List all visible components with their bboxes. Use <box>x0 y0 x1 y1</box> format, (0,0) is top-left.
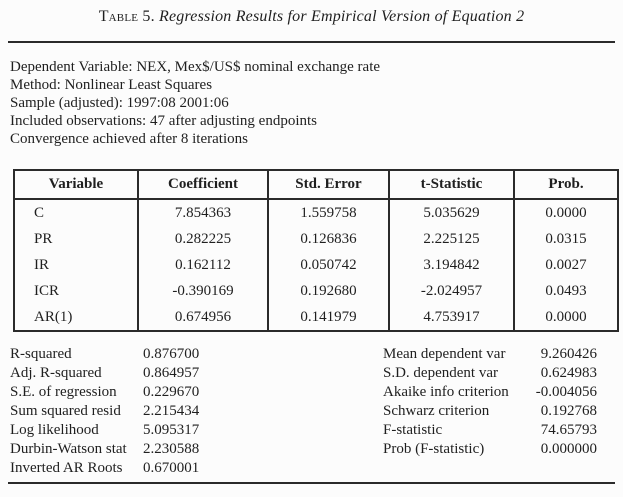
coefficient-cell: 7.854363 <box>137 199 268 226</box>
variable-cell: IR <box>13 252 138 278</box>
stat-label: S.D. dependent var <box>383 365 498 381</box>
stat-label: Mean dependent var <box>383 346 506 362</box>
table-caption: Table 5. Regression Results for Empirica… <box>0 8 623 26</box>
col-header-t-statistic: t-Statistic <box>388 170 514 200</box>
stat-row: S.D. dependent var 0.624983 <box>383 364 613 383</box>
std-error-cell: 0.050742 <box>267 252 389 278</box>
prob-cell: 0.0000 <box>513 304 618 331</box>
paper-page: Table 5. Regression Results for Empirica… <box>0 8 623 484</box>
stat-value: 0.229670 <box>143 384 200 400</box>
table-row: IR 0.162112 0.050742 3.194842 0.0027 <box>13 252 618 278</box>
table-caption-number: Table 5. <box>98 8 155 25</box>
stat-value: 2.230588 <box>143 441 200 457</box>
col-header-prob: Prob. <box>513 170 618 200</box>
table-row: ICR -0.390169 0.192680 -2.024957 0.0493 <box>13 278 618 304</box>
stat-value: 9.260426 <box>540 346 597 362</box>
t-statistic-cell: 5.035629 <box>388 199 514 226</box>
info-sample: Sample (adjusted): 1997:08 2001:06 <box>10 95 229 111</box>
summary-stats-left-column: R-squared 0.876700 Adj. R-squared 0.8649… <box>10 345 383 478</box>
top-rule <box>8 41 615 43</box>
stat-label: F-statistic <box>383 422 443 438</box>
stat-label: Sum squared resid <box>10 403 121 419</box>
stat-label: Adj. R-squared <box>10 365 102 381</box>
stat-row: Log likelihood 5.095317 <box>10 421 383 440</box>
t-statistic-cell: -2.024957 <box>388 278 514 304</box>
stat-row: F-statistic 74.65793 <box>383 421 613 440</box>
stat-row: Akaike info criterion -0.004056 <box>383 383 613 402</box>
stat-row: R-squared 0.876700 <box>10 345 383 364</box>
info-method: Method: Nonlinear Least Squares <box>10 77 213 93</box>
table-row: C 7.854363 1.559758 5.035629 0.0000 <box>13 199 618 226</box>
col-header-std-error: Std. Error <box>267 170 389 200</box>
stat-row: Prob (F-statistic) 0.000000 <box>383 440 613 459</box>
t-statistic-cell: 3.194842 <box>388 252 514 278</box>
stat-row: Sum squared resid 2.215434 <box>10 402 383 421</box>
t-statistic-cell: 4.753917 <box>388 304 514 331</box>
coefficient-cell: 0.674956 <box>137 304 268 331</box>
stat-value: 0.876700 <box>143 346 200 362</box>
stat-value: -0.004056 <box>535 384 597 400</box>
summary-stats: R-squared 0.876700 Adj. R-squared 0.8649… <box>10 345 613 478</box>
stat-label: Log likelihood <box>10 422 99 438</box>
stat-label: S.E. of regression <box>10 384 117 400</box>
summary-stats-right-column: Mean dependent var 9.260426 S.D. depende… <box>383 345 613 478</box>
std-error-cell: 1.559758 <box>267 199 389 226</box>
stat-row: Durbin-Watson stat 2.230588 <box>10 440 383 459</box>
prob-cell: 0.0493 <box>513 278 618 304</box>
prob-cell: 0.0315 <box>513 226 618 252</box>
stat-label: Prob (F-statistic) <box>383 441 485 457</box>
col-header-variable: Variable <box>13 170 138 200</box>
stat-row: Mean dependent var 9.260426 <box>383 345 613 364</box>
regression-table: Variable Coefficient Std. Error t-Statis… <box>13 169 619 332</box>
coefficient-cell: -0.390169 <box>137 278 268 304</box>
table-caption-title: Regression Results for Empirical Version… <box>158 8 525 25</box>
stat-value: 0.624983 <box>540 365 597 381</box>
stat-value: 0.670001 <box>143 460 200 476</box>
variable-cell: PR <box>13 226 138 252</box>
info-dependent-variable: Dependent Variable: NEX, Mex$/US$ nomina… <box>10 59 381 75</box>
prob-cell: 0.0027 <box>513 252 618 278</box>
table-header-row: Variable Coefficient Std. Error t-Statis… <box>13 170 618 200</box>
stat-row: Adj. R-squared 0.864957 <box>10 364 383 383</box>
stat-row: Inverted AR Roots 0.670001 <box>10 459 383 478</box>
info-observations: Included observations: 47 after adjustin… <box>10 113 318 129</box>
stat-label: Durbin-Watson stat <box>10 441 127 457</box>
table-row: PR 0.282225 0.126836 2.225125 0.0315 <box>13 226 618 252</box>
std-error-cell: 0.141979 <box>267 304 389 331</box>
stat-row: Schwarz criterion 0.192768 <box>383 402 613 421</box>
coefficient-cell: 0.162112 <box>137 252 268 278</box>
table-row: AR(1) 0.674956 0.141979 4.753917 0.0000 <box>13 304 618 331</box>
col-header-coefficient: Coefficient <box>137 170 268 200</box>
info-convergence: Convergence achieved after 8 iterations <box>10 131 248 147</box>
stat-label: R-squared <box>10 346 72 362</box>
model-info: Dependent Variable: NEX, Mex$/US$ nomina… <box>10 58 623 148</box>
stat-label: Akaike info criterion <box>383 384 509 400</box>
variable-cell: C <box>13 199 138 226</box>
stat-value: 0.000000 <box>540 441 597 457</box>
stat-value: 2.215434 <box>143 403 200 419</box>
stat-value: 74.65793 <box>540 422 597 438</box>
stat-label: Schwarz criterion <box>383 403 490 419</box>
t-statistic-cell: 2.225125 <box>388 226 514 252</box>
std-error-cell: 0.126836 <box>267 226 389 252</box>
bottom-rule <box>8 482 615 484</box>
stat-value: 0.864957 <box>143 365 200 381</box>
stat-value: 0.192768 <box>540 403 597 419</box>
stat-label: Inverted AR Roots <box>10 460 123 476</box>
variable-cell: ICR <box>13 278 138 304</box>
stat-value: 5.095317 <box>143 422 200 438</box>
stat-row: S.E. of regression 0.229670 <box>10 383 383 402</box>
variable-cell: AR(1) <box>13 304 138 331</box>
std-error-cell: 0.192680 <box>267 278 389 304</box>
coefficient-cell: 0.282225 <box>137 226 268 252</box>
prob-cell: 0.0000 <box>513 199 618 226</box>
